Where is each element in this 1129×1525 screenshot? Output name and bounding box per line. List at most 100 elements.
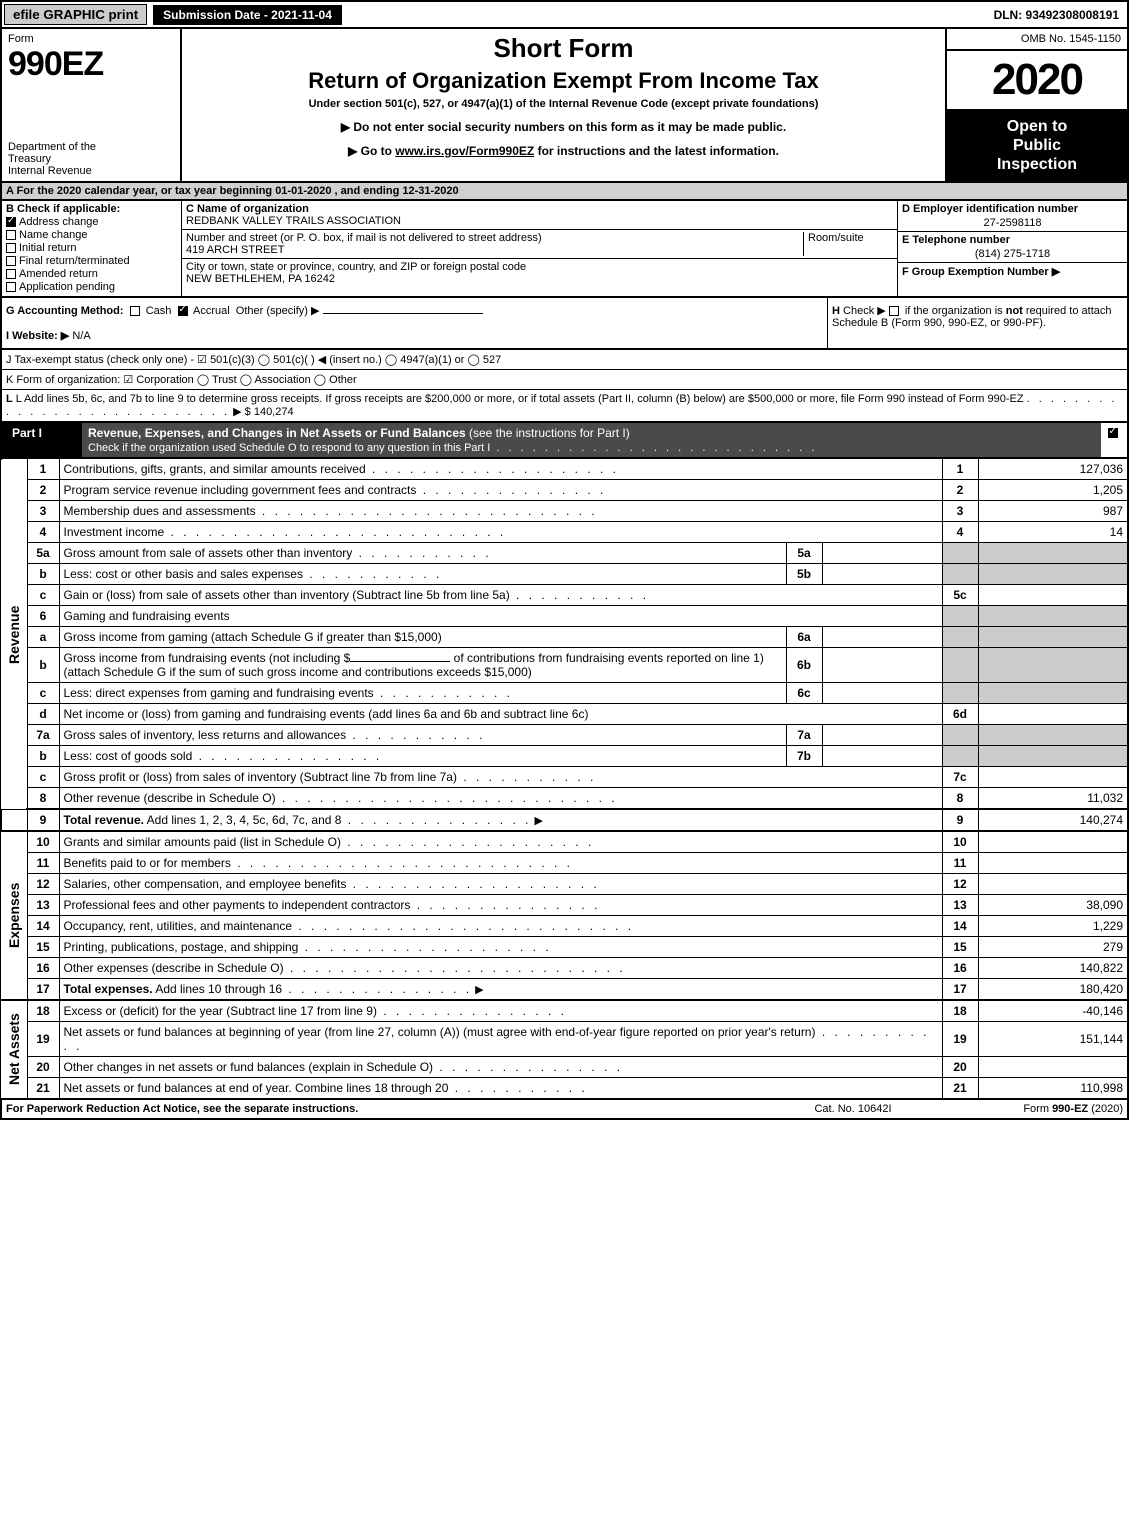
top-bar: efile GRAPHIC print Submission Date - 20… xyxy=(0,0,1129,29)
line-11-desc: Benefits paid to or for members xyxy=(59,852,942,873)
line-12-desc: Salaries, other compensation, and employ… xyxy=(59,873,942,894)
line-20-amount xyxy=(978,1056,1128,1077)
line-17-num: 17 xyxy=(27,978,59,1000)
line-7a-desc: Gross sales of inventory, less returns a… xyxy=(59,724,786,745)
line-5c-num: c xyxy=(27,584,59,605)
line-11-amount xyxy=(978,852,1128,873)
e-label: E Telephone number xyxy=(902,234,1123,246)
line-3-rnum: 3 xyxy=(942,500,978,521)
line-6-num: 6 xyxy=(27,605,59,626)
line-1-desc: Contributions, gifts, grants, and simila… xyxy=(59,459,942,480)
line-7b-inlineval xyxy=(822,745,942,766)
section-h: H Check ▶ if the organization is not req… xyxy=(827,298,1127,348)
line-19-num: 19 xyxy=(27,1021,59,1056)
line-17-rnum: 17 xyxy=(942,978,978,1000)
netassets-section-label: Net Assets xyxy=(1,1000,27,1099)
line-16-desc: Other expenses (describe in Schedule O) xyxy=(59,957,942,978)
line-12-num: 12 xyxy=(27,873,59,894)
line-7a-num: 7a xyxy=(27,724,59,745)
line-12: 12 Salaries, other compensation, and emp… xyxy=(1,873,1128,894)
line-1-num: 1 xyxy=(27,459,59,480)
line-7a: 7a Gross sales of inventory, less return… xyxy=(1,724,1128,745)
line-1: Revenue 1 Contributions, gifts, grants, … xyxy=(1,459,1128,480)
org-name-row: C Name of organization REDBANK VALLEY TR… xyxy=(182,201,897,230)
line-7b-inlinenum: 7b xyxy=(786,745,822,766)
line-5a: 5a Gross amount from sale of assets othe… xyxy=(1,542,1128,563)
line-11: 11 Benefits paid to or for members 11 xyxy=(1,852,1128,873)
chk-address-change-label: Address change xyxy=(19,216,99,228)
under-section-text: Under section 501(c), 527, or 4947(a)(1)… xyxy=(190,98,937,110)
line-13-amount: 38,090 xyxy=(978,894,1128,915)
line-17-amount: 180,420 xyxy=(978,978,1128,1000)
chk-name-change[interactable]: Name change xyxy=(6,229,177,241)
line-21-amount: 110,998 xyxy=(978,1077,1128,1099)
line-6c-rnum-shaded xyxy=(942,682,978,703)
line-7a-rnum-shaded xyxy=(942,724,978,745)
line-19-rnum: 19 xyxy=(942,1021,978,1056)
line-5c-rnum: 5c xyxy=(942,584,978,605)
line-7c-rnum: 7c xyxy=(942,766,978,787)
line-10-rnum: 10 xyxy=(942,831,978,853)
part1-label: Part I xyxy=(2,423,82,457)
city-val: NEW BETHLEHEM, PA 16242 xyxy=(186,273,335,285)
line-9-rnum: 9 xyxy=(942,809,978,831)
line-6d-amount xyxy=(978,703,1128,724)
line-2-num: 2 xyxy=(27,479,59,500)
line-6c-inlinenum: 6c xyxy=(786,682,822,703)
line-9-spacer xyxy=(1,809,27,831)
line-13-rnum: 13 xyxy=(942,894,978,915)
line-10-num: 10 xyxy=(27,831,59,853)
line-15-desc: Printing, publications, postage, and shi… xyxy=(59,936,942,957)
line-3-amount: 987 xyxy=(978,500,1128,521)
checkbox-empty-icon xyxy=(6,256,16,266)
line-13-desc: Professional fees and other payments to … xyxy=(59,894,942,915)
line-8-amount: 11,032 xyxy=(978,787,1128,809)
line-4-num: 4 xyxy=(27,521,59,542)
line-12-rnum: 12 xyxy=(942,873,978,894)
line-5b-desc: Less: cost or other basis and sales expe… xyxy=(59,563,786,584)
line-4: 4 Investment income 4 14 xyxy=(1,521,1128,542)
line-16-rnum: 16 xyxy=(942,957,978,978)
line-6c-inlineval xyxy=(822,682,942,703)
line-15-rnum: 15 xyxy=(942,936,978,957)
line-6d-num: d xyxy=(27,703,59,724)
irs-link[interactable]: www.irs.gov/Form990EZ xyxy=(395,144,534,158)
form-number: 990EZ xyxy=(8,45,174,84)
line-8-rnum: 8 xyxy=(942,787,978,809)
line-6a-desc: Gross income from gaming (attach Schedul… xyxy=(59,626,786,647)
chk-amended-return[interactable]: Amended return xyxy=(6,268,177,280)
line-13: 13 Professional fees and other payments … xyxy=(1,894,1128,915)
phone-cell: E Telephone number (814) 275-1718 xyxy=(898,232,1127,263)
line-5a-desc: Gross amount from sale of assets other t… xyxy=(59,542,786,563)
chk-application-pending[interactable]: Application pending xyxy=(6,281,177,293)
line-13-num: 13 xyxy=(27,894,59,915)
addr-val: 419 ARCH STREET xyxy=(186,244,284,256)
chk-final-return[interactable]: Final return/terminated xyxy=(6,255,177,267)
line-7b-rnum-shaded xyxy=(942,745,978,766)
section-l: L L Add lines 5b, 6c, and 7b to line 9 t… xyxy=(2,390,1127,421)
schedule-o-checkbox[interactable] xyxy=(1101,423,1127,457)
line-5a-num: 5a xyxy=(27,542,59,563)
part1-title-bold: Revenue, Expenses, and Changes in Net As… xyxy=(88,426,466,440)
chk-initial-return[interactable]: Initial return xyxy=(6,242,177,254)
line-9-desc: Total revenue. Add lines 1, 2, 3, 4, 5c,… xyxy=(59,809,942,831)
line-14-desc: Occupancy, rent, utilities, and maintena… xyxy=(59,915,942,936)
g-cash: Cash xyxy=(146,305,172,317)
h-text: H Check ▶ if the organization is not req… xyxy=(832,305,1112,329)
short-form-title: Short Form xyxy=(190,33,937,64)
line-4-desc: Investment income xyxy=(59,521,942,542)
line-5a-rnum-shaded xyxy=(942,542,978,563)
line-5b-inlinenum: 5b xyxy=(786,563,822,584)
efile-print-button[interactable]: efile GRAPHIC print xyxy=(4,4,147,25)
line-5c-amount xyxy=(978,584,1128,605)
line-21-num: 21 xyxy=(27,1077,59,1099)
city-row: City or town, state or province, country… xyxy=(182,259,897,287)
line-18: Net Assets 18 Excess or (deficit) for th… xyxy=(1,1000,1128,1022)
line-6: 6 Gaming and fundraising events xyxy=(1,605,1128,626)
line-11-num: 11 xyxy=(27,852,59,873)
line-7b: b Less: cost of goods sold 7b xyxy=(1,745,1128,766)
line-10-desc: Grants and similar amounts paid (list in… xyxy=(59,831,942,853)
chk-address-change[interactable]: Address change xyxy=(6,216,177,228)
group-exemption-cell: F Group Exemption Number ▶ xyxy=(898,263,1127,296)
line-6a-num: a xyxy=(27,626,59,647)
